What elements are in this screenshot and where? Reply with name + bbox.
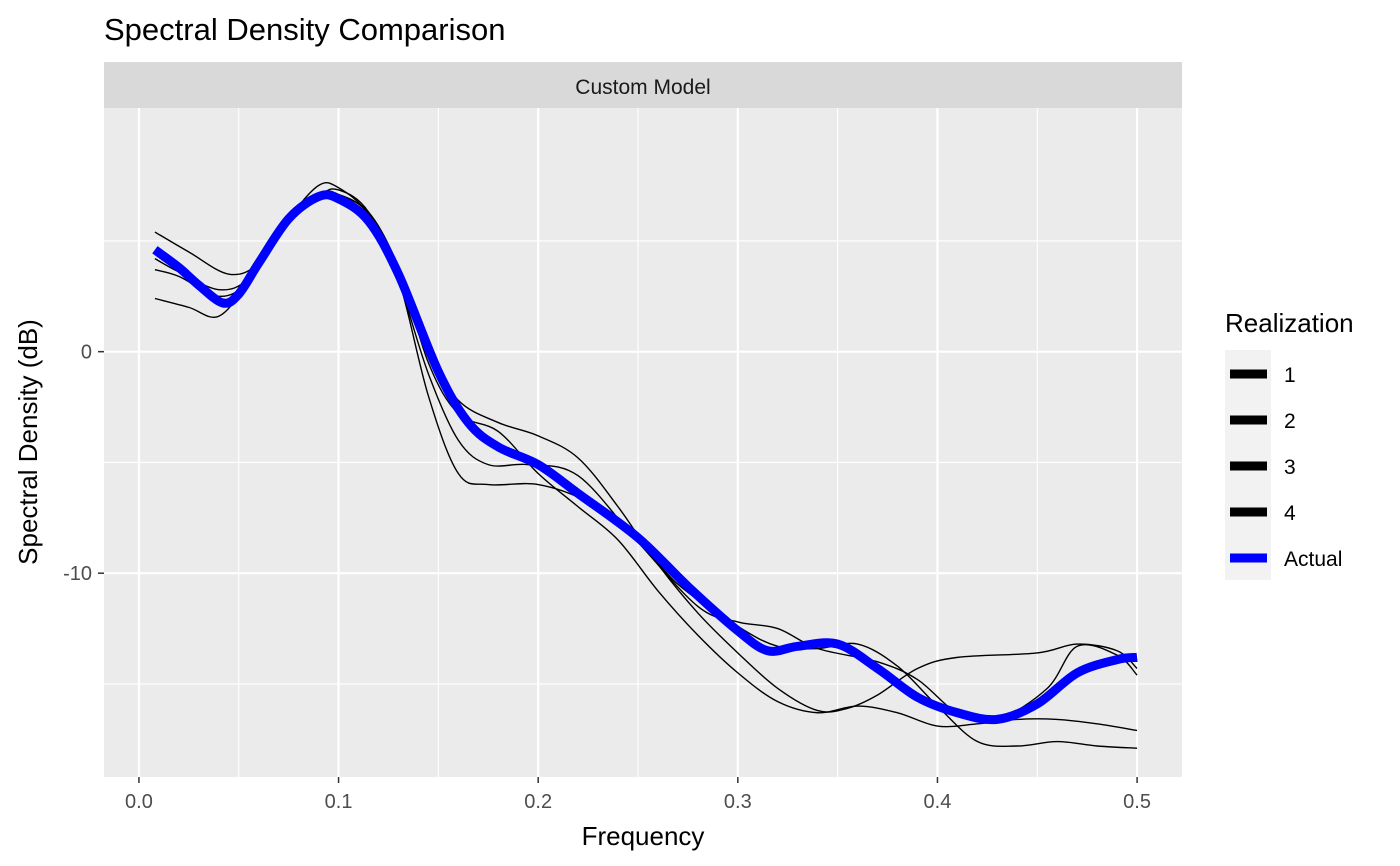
chart-title: Spectral Density Comparison: [104, 12, 505, 47]
x-tick-label: 0.4: [924, 791, 952, 813]
series-line-actual: [152, 190, 1138, 725]
legend: Realization 1 2 3 4 Actual: [1225, 308, 1354, 580]
x-tick-label: 0.1: [325, 791, 353, 813]
legend-label-2: 2: [1284, 410, 1296, 433]
legend-label-3: 3: [1284, 456, 1296, 479]
x-axis-title: Frequency: [582, 821, 705, 851]
legend-label-actual: Actual: [1284, 548, 1342, 571]
y-tick-labels: -10 0: [63, 342, 92, 586]
y-axis-title: Spectral Density (dB): [13, 319, 43, 565]
legend-label-1: 1: [1284, 364, 1296, 387]
series-line-realization-3: [154, 181, 1138, 713]
axis-ticks: [98, 350, 1138, 783]
x-tick-label: 0.2: [524, 791, 552, 813]
facet-strip-label: Custom Model: [575, 76, 710, 99]
plot-panel: [104, 108, 1182, 777]
facet-strip: [104, 62, 1182, 108]
legend-items: 1 2 3 4 Actual: [1230, 364, 1342, 571]
legend-title: Realization: [1225, 308, 1354, 338]
y-tick-label: 0: [81, 342, 92, 364]
legend-label-4: 4: [1284, 502, 1296, 525]
series-lines: [152, 181, 1138, 749]
x-tick-labels: 0.0 0.1 0.2 0.3 0.4 0.5: [125, 791, 1151, 813]
x-tick-label: 0.3: [724, 791, 752, 813]
x-tick-label: 0.0: [125, 791, 153, 813]
minor-gridlines: [104, 108, 1182, 777]
y-tick-label: -10: [63, 563, 92, 585]
x-tick-label: 0.5: [1123, 791, 1151, 813]
major-gridlines: [104, 108, 1182, 777]
